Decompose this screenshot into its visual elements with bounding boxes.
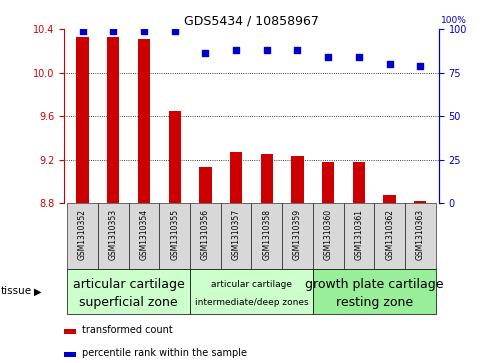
Text: intermediate/deep zones: intermediate/deep zones	[195, 298, 308, 307]
Bar	[190, 203, 221, 269]
Text: GSM1310353: GSM1310353	[109, 208, 118, 260]
Bar	[159, 203, 190, 269]
Point	[109, 28, 117, 34]
Bar	[64, 352, 76, 357]
Point	[263, 47, 271, 53]
Bar	[67, 203, 98, 269]
Bar	[67, 269, 190, 314]
Bar	[313, 203, 344, 269]
Bar	[405, 203, 436, 269]
Bar	[129, 203, 159, 269]
Point	[324, 54, 332, 60]
Point	[417, 63, 424, 69]
Bar	[169, 111, 181, 203]
Bar	[107, 37, 119, 203]
Bar	[261, 154, 273, 203]
Bar	[414, 201, 426, 203]
Bar	[199, 167, 211, 203]
Bar	[384, 195, 396, 203]
Bar	[251, 203, 282, 269]
Bar	[98, 203, 129, 269]
Text: GSM1310354: GSM1310354	[140, 208, 148, 260]
Text: GSM1310361: GSM1310361	[354, 208, 363, 260]
Text: GSM1310352: GSM1310352	[78, 208, 87, 260]
Text: growth plate cartilage: growth plate cartilage	[305, 278, 444, 291]
Text: percentile rank within the sample: percentile rank within the sample	[82, 347, 247, 358]
Point	[355, 54, 363, 60]
Point	[386, 61, 393, 67]
Text: articular cartilage: articular cartilage	[211, 280, 292, 289]
Point	[232, 47, 240, 53]
Text: ▶: ▶	[34, 286, 41, 296]
Bar	[322, 162, 334, 203]
Point	[140, 28, 148, 34]
Point	[78, 28, 86, 34]
Text: transformed count: transformed count	[82, 325, 173, 335]
Text: articular cartilage: articular cartilage	[72, 278, 184, 291]
Text: tissue: tissue	[1, 286, 32, 296]
Text: 100%: 100%	[441, 16, 467, 25]
Text: GSM1310357: GSM1310357	[232, 208, 241, 260]
Text: superficial zone: superficial zone	[79, 296, 178, 309]
Point	[171, 28, 178, 34]
Text: GSM1310358: GSM1310358	[262, 208, 271, 260]
Bar	[190, 269, 313, 314]
Bar	[282, 203, 313, 269]
Bar	[230, 152, 242, 203]
Text: GSM1310355: GSM1310355	[170, 208, 179, 260]
Point	[293, 47, 301, 53]
Text: resting zone: resting zone	[336, 296, 413, 309]
Bar	[313, 269, 436, 314]
Bar	[344, 203, 374, 269]
Text: GSM1310362: GSM1310362	[385, 208, 394, 260]
Bar	[138, 39, 150, 203]
Bar	[353, 162, 365, 203]
Text: GSM1310363: GSM1310363	[416, 208, 425, 260]
Title: GDS5434 / 10858967: GDS5434 / 10858967	[184, 15, 319, 28]
Point	[202, 50, 210, 56]
Bar	[291, 156, 304, 203]
Text: GSM1310359: GSM1310359	[293, 208, 302, 260]
Text: GSM1310356: GSM1310356	[201, 208, 210, 260]
Bar	[64, 329, 76, 334]
Bar	[374, 203, 405, 269]
Bar	[76, 37, 89, 203]
Bar	[221, 203, 251, 269]
Text: GSM1310360: GSM1310360	[324, 208, 333, 260]
